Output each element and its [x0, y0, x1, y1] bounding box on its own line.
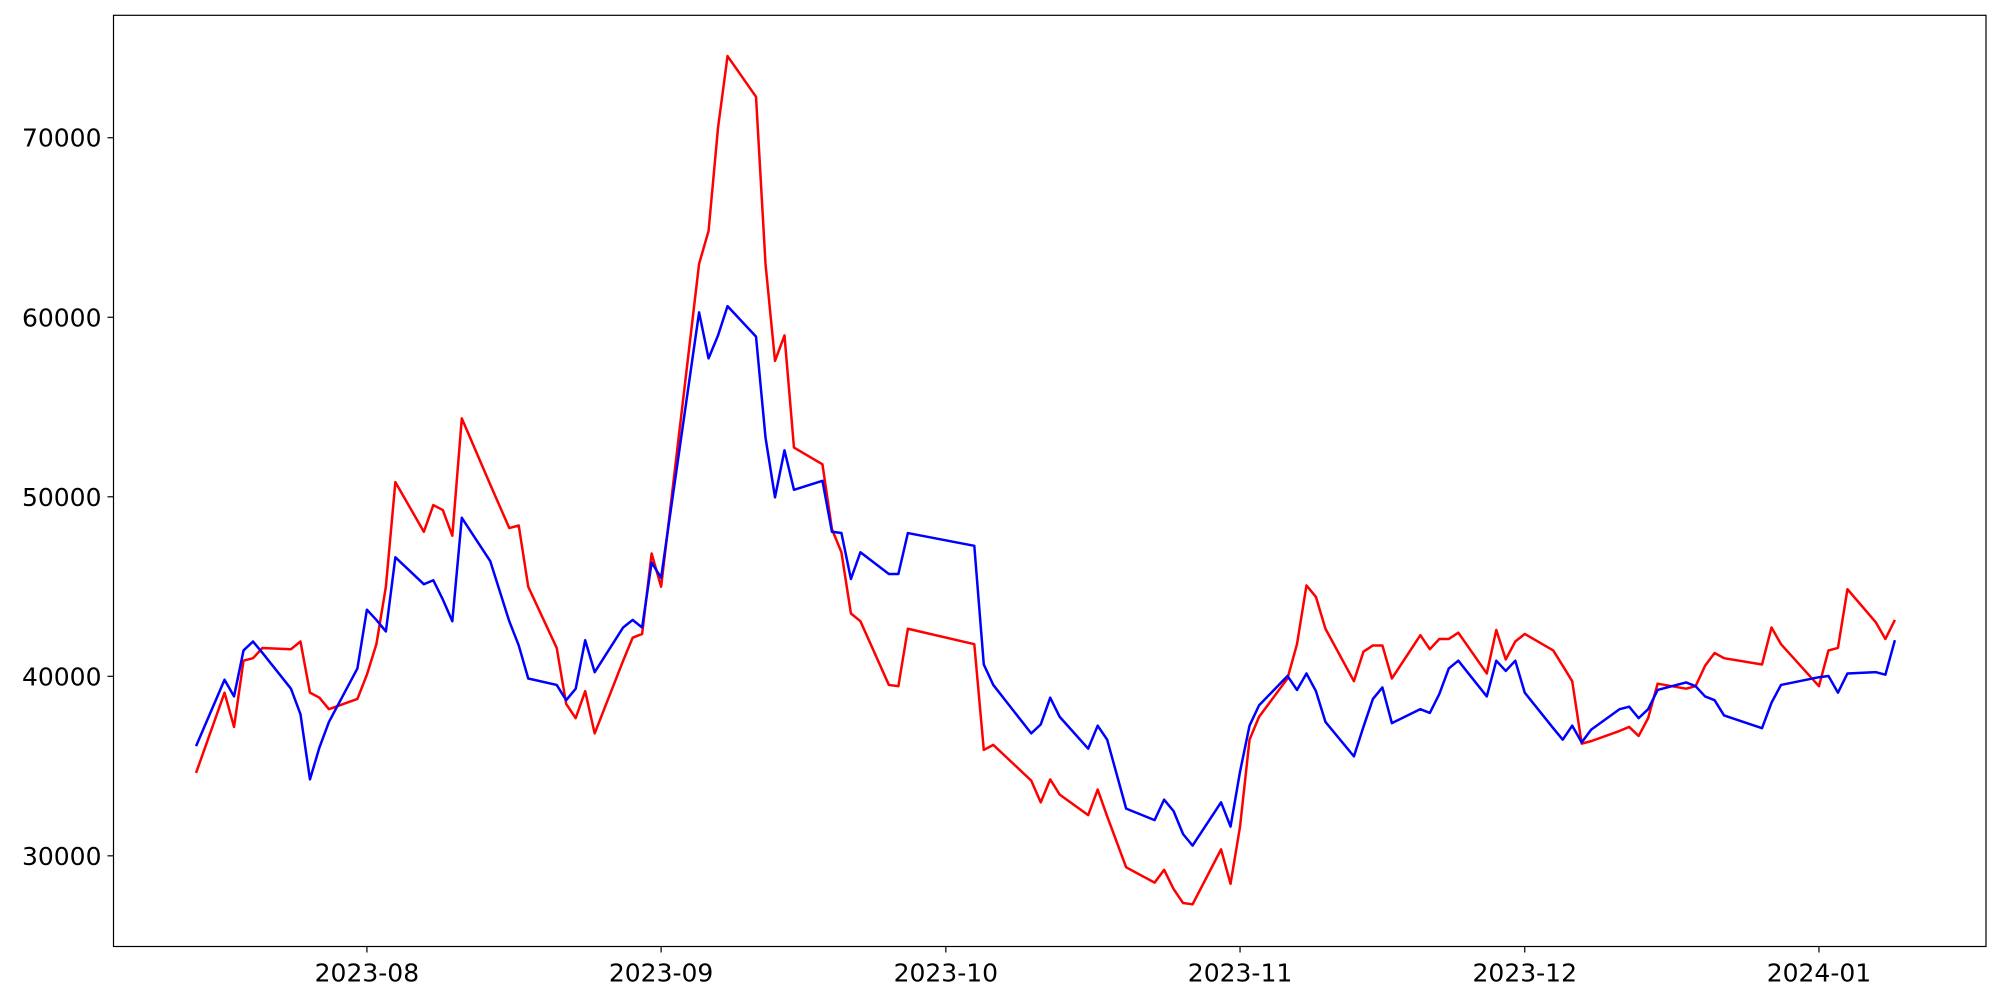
y-tick-label: 70000	[22, 124, 102, 153]
x-tick-label: 2023-08	[315, 959, 419, 988]
y-tick-label: 30000	[22, 842, 102, 871]
y-tick-label: 60000	[22, 303, 102, 332]
line-series	[194, 54, 1897, 906]
plot-frame	[112, 14, 1987, 948]
y-tick-label: 50000	[22, 483, 102, 512]
x-tick-label: 2023-11	[1188, 959, 1292, 988]
line-series	[194, 304, 1897, 847]
x-tick-label: 2024-01	[1767, 959, 1871, 988]
x-tick-label: 2023-12	[1473, 959, 1577, 988]
x-tick-label: 2023-09	[609, 959, 713, 988]
x-tick-label: 2023-10	[894, 959, 998, 988]
y-tick-label: 40000	[22, 662, 102, 691]
